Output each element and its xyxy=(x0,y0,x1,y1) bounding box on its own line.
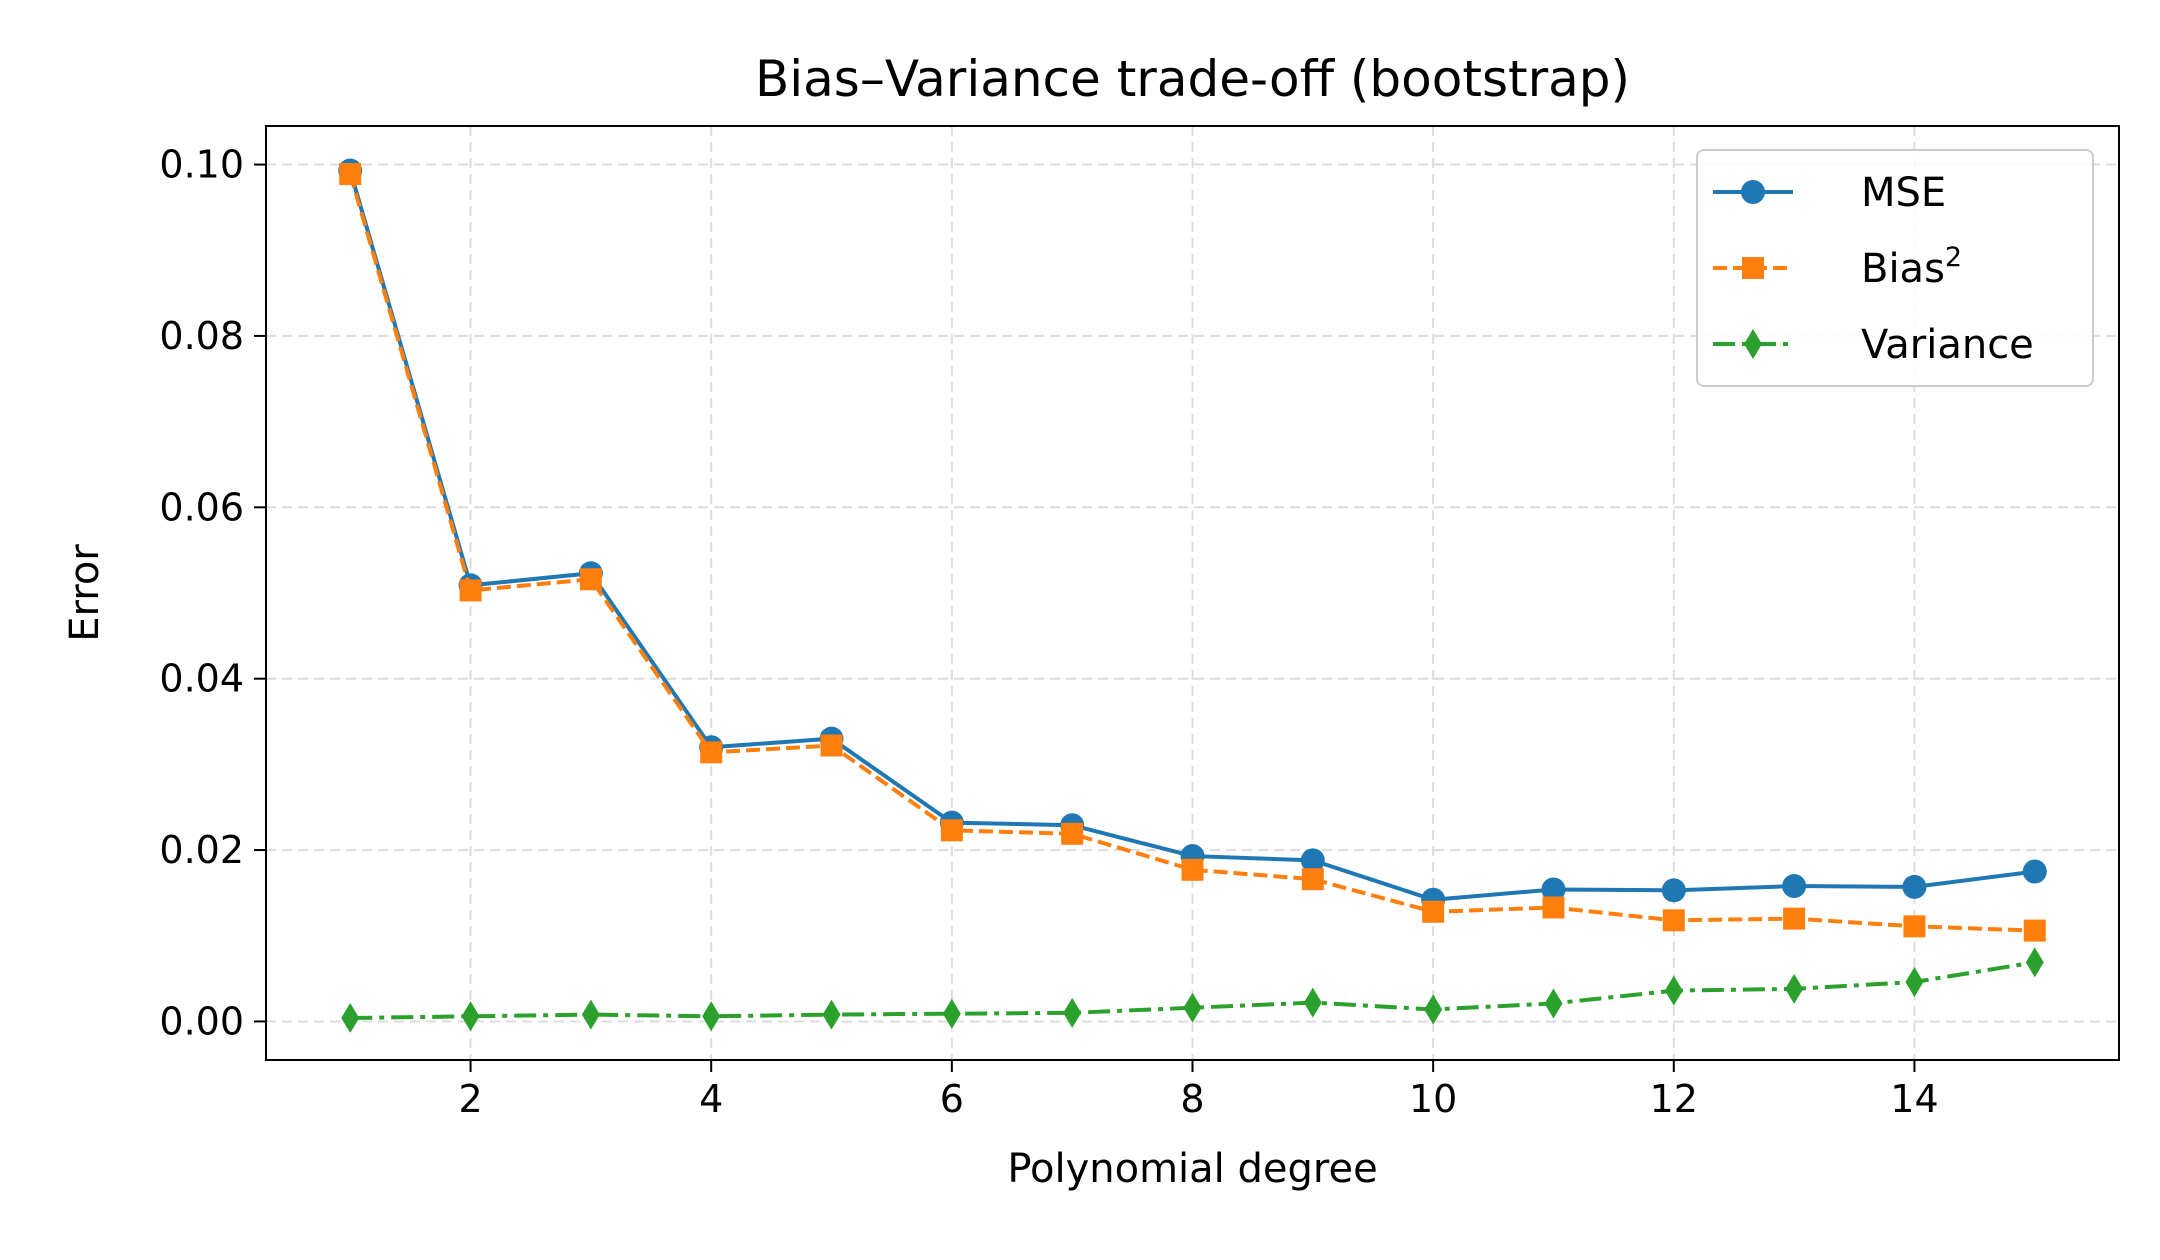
series-bias xyxy=(339,162,2046,942)
data-point-bias xyxy=(700,741,723,764)
x-tick-label: 6 xyxy=(940,1077,964,1121)
data-point-bias xyxy=(1181,858,1204,881)
data-point-bias xyxy=(2023,919,2046,942)
data-point-bias xyxy=(820,734,843,757)
data-point-mse xyxy=(2022,859,2047,884)
data-point-mse xyxy=(1541,877,1566,902)
data-point-variance xyxy=(1183,992,1202,1023)
series-variance xyxy=(341,947,2044,1034)
data-point-bias xyxy=(1422,900,1445,923)
chart-title: Bias–Variance trade-off (bootstrap) xyxy=(755,50,1630,108)
legend-marker xyxy=(1741,180,1765,204)
data-point-mse xyxy=(1902,874,1927,899)
y-tick-label: 0.06 xyxy=(159,485,244,529)
x-tick-label: 14 xyxy=(1890,1077,1938,1121)
legend-marker xyxy=(1742,257,1764,279)
data-point-variance xyxy=(702,1001,721,1032)
data-point-bias xyxy=(459,579,482,602)
data-point-variance xyxy=(1664,975,1683,1006)
data-point-variance xyxy=(822,999,841,1030)
x-tick-label: 10 xyxy=(1409,1077,1457,1121)
data-point-variance xyxy=(1905,967,1924,998)
data-point-bias xyxy=(1662,909,1685,932)
data-point-variance xyxy=(2025,947,2044,978)
y-tick-label: 0.08 xyxy=(159,314,244,358)
y-tick-label: 0.10 xyxy=(159,143,244,187)
data-point-bias xyxy=(1783,907,1806,930)
legend-label: MSE xyxy=(1861,170,1946,216)
data-point-variance xyxy=(1785,973,1804,1004)
data-point-bias xyxy=(1903,915,1926,938)
data-point-variance xyxy=(942,998,961,1029)
legend-marker xyxy=(1744,329,1762,359)
y-axis-title: Error xyxy=(62,544,108,642)
data-point-bias xyxy=(1301,868,1324,891)
y-tick-label: 0.00 xyxy=(159,999,244,1043)
legend-entry: Bias2 xyxy=(1713,242,1962,292)
data-point-variance xyxy=(341,1003,360,1034)
data-point-variance xyxy=(1424,994,1443,1025)
data-point-bias xyxy=(1542,896,1565,919)
data-point-variance xyxy=(461,1001,480,1032)
legend: MSE Bias2 Variance xyxy=(1696,149,2094,387)
series-line-bias xyxy=(348,173,2035,933)
y-tick-label: 0.04 xyxy=(159,657,244,701)
legend-label: Variance xyxy=(1861,322,2034,368)
x-tick-label: 4 xyxy=(699,1077,723,1121)
y-tick-label: 0.02 xyxy=(159,828,244,872)
x-tick-label: 2 xyxy=(458,1077,482,1121)
data-point-variance xyxy=(1063,997,1082,1028)
series-layer xyxy=(338,158,2047,1034)
ticks: 2 4 6 8 10 12 14 0.00 0.02 0.04 0.06 0.08 0.10 xyxy=(159,143,1938,1121)
data-point-bias xyxy=(579,568,602,591)
series-line-variance xyxy=(350,960,2036,1021)
legend-label: Bias2 xyxy=(1861,242,1962,292)
legend-entry: MSE xyxy=(1713,170,1946,216)
data-point-variance xyxy=(1544,988,1563,1019)
data-point-bias xyxy=(339,162,362,185)
x-tick-label: 8 xyxy=(1180,1077,1204,1121)
legend-entry: Variance xyxy=(1713,322,2034,368)
data-point-bias xyxy=(940,819,963,842)
data-point-variance xyxy=(1303,987,1322,1018)
legend-box xyxy=(1696,149,2094,387)
x-axis-title: Polynomial degree xyxy=(1007,1146,1377,1192)
data-point-mse xyxy=(1300,848,1325,873)
data-point-bias xyxy=(1061,822,1084,845)
x-tick-label: 12 xyxy=(1650,1077,1698,1121)
data-point-mse xyxy=(1661,878,1686,903)
data-point-mse xyxy=(1782,874,1807,899)
data-point-variance xyxy=(581,999,600,1030)
